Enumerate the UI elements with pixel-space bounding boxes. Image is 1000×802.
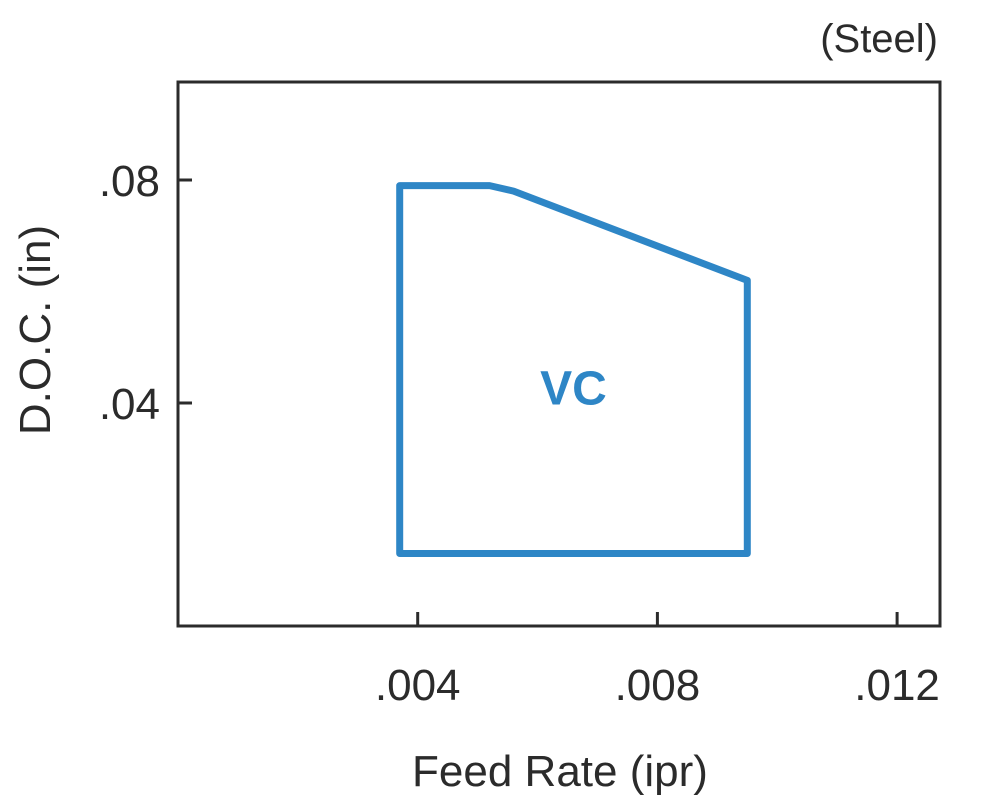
y-tick-label: .08: [99, 157, 160, 206]
plot-frame: [176, 80, 942, 628]
x-tick-label: .004: [375, 661, 461, 710]
x-axis-label: Feed Rate (ipr): [412, 747, 708, 796]
axis-tick-labels: .004 .008 .012 .04 .08: [99, 157, 940, 710]
x-tick-label: .012: [854, 661, 940, 710]
series-group: VC: [396, 182, 751, 557]
axis-ticks: [178, 178, 899, 626]
x-tick-label: .008: [615, 661, 701, 710]
y-tick-label: .04: [99, 380, 160, 429]
series-region-outline: [396, 182, 751, 557]
chart-subtitle: (Steel): [820, 17, 938, 61]
y-axis-label: D.O.C. (in): [11, 225, 60, 435]
series-region-label: VC: [540, 363, 607, 416]
